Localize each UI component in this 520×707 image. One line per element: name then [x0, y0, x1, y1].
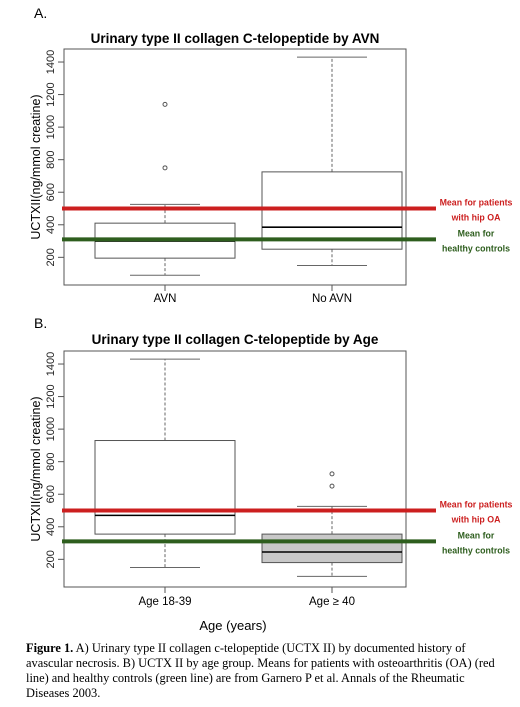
- y-tick-label: 800: [45, 452, 57, 470]
- x-tick-label: AVN: [154, 293, 177, 305]
- x-tick-label: No AVN: [312, 293, 352, 305]
- y-axis-label: UCTXII(ng/mmol creatine): [29, 396, 43, 541]
- y-tick-label: 200: [45, 550, 57, 568]
- y-tick-label: 800: [45, 150, 57, 168]
- reference-label: healthy controls: [442, 545, 510, 555]
- plot-frame: [63, 48, 407, 286]
- box-iqr: [94, 440, 236, 535]
- y-tick-label: 400: [45, 216, 57, 234]
- y-tick-label: 600: [45, 485, 57, 503]
- figure: A. Urinary type II collagen C-telopeptide…: [29, 5, 513, 633]
- reference-label: with hip OA: [451, 213, 502, 223]
- outlier-point: [329, 483, 335, 489]
- x-tick-label: Age 18-39: [138, 596, 191, 608]
- outlier-point: [329, 471, 335, 477]
- y-axis-label: UCTXII(ng/mmol creatine): [29, 94, 43, 239]
- plot-frame: [63, 350, 407, 588]
- box-iqr: [261, 533, 403, 564]
- y-tick-label: 1200: [45, 384, 57, 408]
- y-tick-label: 1000: [45, 417, 57, 441]
- y-tick-label: 1200: [45, 82, 57, 106]
- reference-label: Mean for patients: [440, 198, 513, 208]
- y-tick-label: 1000: [45, 115, 57, 139]
- panel-label: B.: [34, 315, 47, 331]
- y-tick-label: 1400: [45, 50, 57, 74]
- reference-label: healthy controls: [442, 243, 510, 253]
- chart-title: Urinary type II collagen C-telopeptide b…: [91, 31, 380, 46]
- reference-label: Mean for: [458, 228, 495, 238]
- reference-label: with hip OA: [451, 515, 502, 525]
- y-tick-label: 1400: [45, 352, 57, 376]
- panel-label: A.: [34, 5, 47, 21]
- outlier-point: [162, 165, 168, 171]
- caption-text: A) Urinary type II collagen c-telopeptid…: [26, 641, 495, 700]
- reference-label: Mean for patients: [440, 500, 513, 510]
- y-tick-label: 400: [45, 518, 57, 536]
- x-axis-label: Age (years): [199, 618, 266, 633]
- y-tick-label: 600: [45, 183, 57, 201]
- reference-label: Mean for: [458, 530, 495, 540]
- x-tick-label: Age ≥ 40: [309, 596, 355, 608]
- box-iqr: [261, 171, 403, 250]
- y-tick-label: 200: [45, 248, 57, 266]
- figure-caption: Figure 1. A) Urinary type II collagen c-…: [26, 641, 500, 701]
- chart-title: Urinary type II collagen C-telopeptide b…: [92, 332, 379, 347]
- caption-label: Figure 1.: [26, 641, 74, 655]
- outlier-point: [162, 101, 168, 107]
